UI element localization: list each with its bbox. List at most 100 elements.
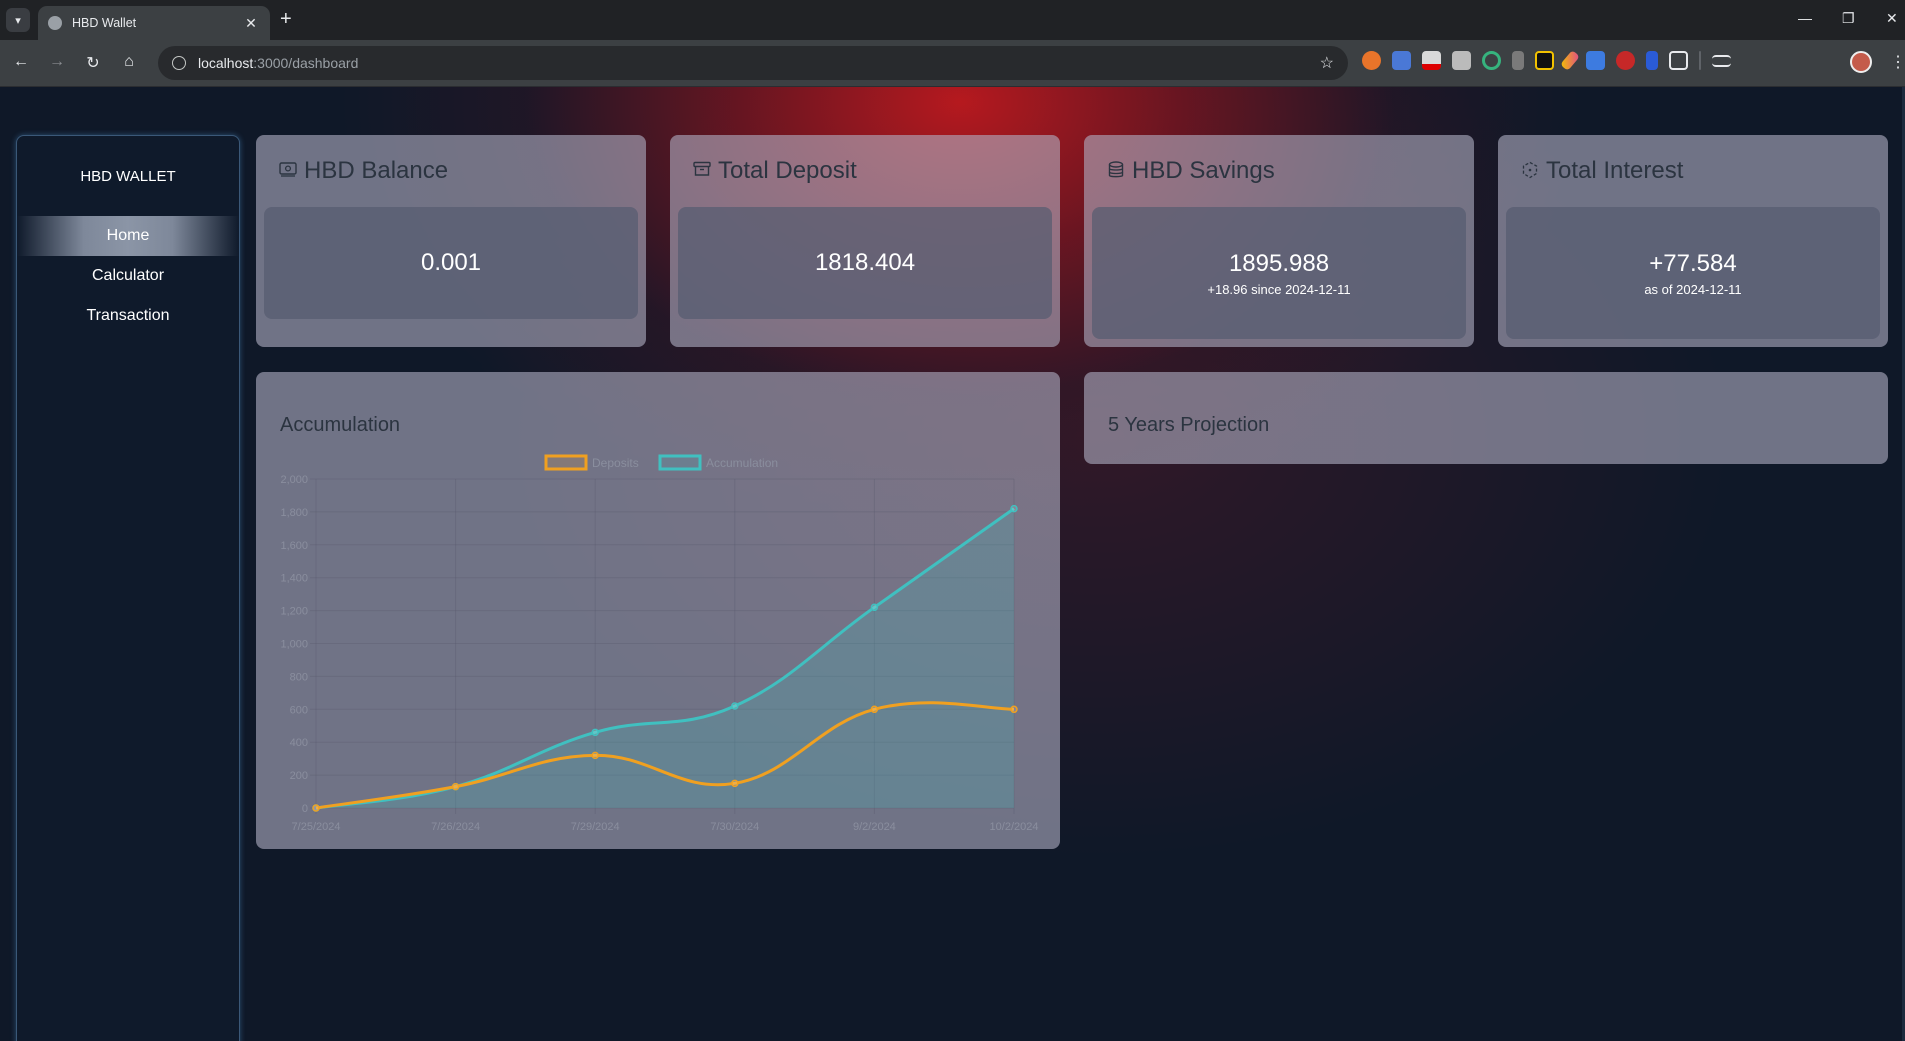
cube-icon: [1520, 161, 1540, 181]
sidebar-nav: Home Calculator Transaction: [17, 216, 239, 336]
site-info-icon[interactable]: [172, 56, 186, 70]
balance-value: 0.001: [420, 249, 482, 276]
url-host: localhost: [198, 55, 254, 71]
extension-calendar-icon[interactable]: [1422, 51, 1441, 70]
browser-tab[interactable]: HBD Wallet ✕: [38, 6, 270, 40]
reload-icon[interactable]: ↻: [86, 55, 100, 72]
y-tick-label: 2,000: [280, 474, 308, 486]
new-tab-button[interactable]: +: [280, 8, 292, 30]
deposit-card: Total Deposit 1818.404: [670, 135, 1060, 347]
media-queue-icon[interactable]: [1712, 55, 1731, 67]
close-tab-icon[interactable]: ✕: [245, 14, 257, 31]
tab-title: HBD Wallet: [72, 16, 137, 30]
accumulation-chart[interactable]: 0 200 400 600 800 1,000 1,200 1,400 1,600 1,800 2,…: [256, 372, 1060, 849]
scrollbar[interactable]: [1902, 87, 1905, 1041]
sidebar-item-home[interactable]: Home: [17, 216, 239, 256]
y-tick-label: 600: [290, 704, 308, 716]
balance-card: HBD Balance 0.001: [256, 135, 646, 347]
sidebar-item-calculator[interactable]: Calculator: [91, 267, 165, 284]
forward-icon[interactable]: →: [49, 53, 65, 70]
x-tick-label: 7/30/2024: [710, 821, 759, 833]
window-close-icon[interactable]: ✕: [1886, 10, 1898, 26]
interest-value: +77.584: [1649, 249, 1737, 277]
y-tick-label: 200: [290, 770, 308, 782]
deposits-point: [591, 751, 599, 760]
savings-change: +18.96 since 2024-12-11: [1207, 281, 1351, 297]
deposits-point: [1010, 705, 1018, 714]
deposit-value: 1818.404: [814, 249, 916, 276]
extension-translate-icon[interactable]: [1392, 51, 1411, 70]
sidebar: HBD WALLET Home Calculator Transaction: [16, 135, 240, 1041]
interest-title: Total Interest: [1546, 157, 1684, 184]
balance-value-panel: 0.001: [264, 207, 638, 319]
accumulation-point: [591, 728, 599, 737]
savings-title: HBD Savings: [1132, 157, 1275, 184]
home-icon[interactable]: ⌂: [124, 53, 134, 70]
bookmark-star-icon[interactable]: ☆: [1319, 55, 1334, 72]
interest-card: Total Interest +77.584 as of 2024-12-11: [1498, 135, 1888, 347]
y-tick-label: 1,800: [280, 507, 308, 519]
y-tick-label: 1,400: [280, 573, 308, 585]
legend-label-accumulation: Accumulation: [706, 456, 778, 470]
extension-pen-icon[interactable]: [1560, 50, 1580, 71]
savings-value: 1895.988: [1228, 249, 1330, 277]
dashboard-page: HBD WALLET Home Calculator Transaction H…: [0, 87, 1905, 1041]
x-tick-label: 9/2/2024: [853, 821, 896, 833]
browser-toolbar: ← → ↻ ⌂ localhost:3000/dashboard ☆ ⋮: [0, 40, 1905, 87]
back-icon[interactable]: ←: [13, 53, 29, 70]
extension-zhuyin-icon[interactable]: [1452, 51, 1471, 70]
deposits-point: [312, 804, 320, 812]
deposits-series-line: [315, 701, 1015, 810]
address-bar[interactable]: localhost:3000/dashboard ☆: [158, 46, 1348, 80]
extension-subs-icon[interactable]: [1535, 51, 1554, 70]
x-tick-label: 7/26/2024: [431, 821, 480, 833]
savings-card: HBD Savings 1895.988 +18.96 since 2024-1…: [1084, 135, 1474, 347]
legend-label-deposits: Deposits: [592, 456, 639, 470]
savings-value-panel: 1895.988 +18.96 since 2024-12-11: [1092, 207, 1466, 339]
extensions-puzzle-icon[interactable]: [1669, 51, 1688, 70]
browser-menu-icon[interactable]: ⋮: [1890, 54, 1905, 71]
deposits-point: [870, 705, 879, 714]
brand-title: HBD WALLET: [80, 168, 176, 185]
extension-fox-icon[interactable]: [1362, 51, 1381, 70]
y-tick-label: 1,200: [280, 606, 308, 618]
wallet-icon: [278, 161, 298, 181]
accumulation-card: Accumulation 0 200 400 600 800 1,000 1,200 1,40…: [256, 372, 1060, 849]
interest-value-panel: +77.584 as of 2024-12-11: [1506, 207, 1880, 339]
y-tick-label: 800: [290, 671, 308, 683]
y-tick-label: 0: [302, 803, 308, 815]
minimize-icon[interactable]: —: [1798, 10, 1812, 26]
deposit-title: Total Deposit: [718, 157, 857, 184]
interest-date: as of 2024-12-11: [1644, 281, 1742, 297]
url-path: :3000/dashboard: [253, 55, 359, 71]
profile-avatar[interactable]: [1850, 51, 1872, 73]
extension-record-icon[interactable]: [1616, 51, 1635, 70]
deposits-point: [731, 779, 739, 788]
x-tick-label: 10/2/2024: [990, 821, 1039, 833]
balance-title: HBD Balance: [304, 157, 449, 184]
browser-tabbar: ▾ HBD Wallet ✕ + — ❐ ✕: [0, 0, 1905, 40]
deposits-point: [451, 782, 460, 791]
extension-m-icon[interactable]: [1512, 51, 1524, 70]
accumulation-title: Accumulation: [280, 414, 401, 436]
extensions-bar: [1362, 50, 1731, 71]
extension-shield-icon[interactable]: [1646, 51, 1658, 70]
accumulation-point: [731, 702, 739, 710]
extension-target-icon[interactable]: [1482, 51, 1501, 70]
database-icon: [1106, 161, 1126, 181]
tab-search-button[interactable]: ▾: [6, 8, 30, 32]
restore-icon[interactable]: ❐: [1842, 10, 1855, 26]
deposit-value-panel: 1818.404: [678, 207, 1052, 319]
sidebar-item-transaction[interactable]: Transaction: [86, 307, 170, 324]
extension-screen-icon[interactable]: [1586, 51, 1605, 70]
y-tick-label: 1,000: [280, 639, 308, 651]
y-tick-label: 400: [290, 737, 308, 749]
accumulation-area: [316, 508, 1014, 808]
x-tick-label: 7/29/2024: [571, 821, 620, 833]
legend-swatch-deposits: [544, 454, 588, 471]
accumulation-point: [870, 603, 879, 612]
accumulation-point: [1010, 504, 1018, 513]
globe-icon: [48, 16, 62, 30]
archive-icon: [692, 161, 712, 181]
legend-swatch-accumulation: [658, 454, 702, 471]
